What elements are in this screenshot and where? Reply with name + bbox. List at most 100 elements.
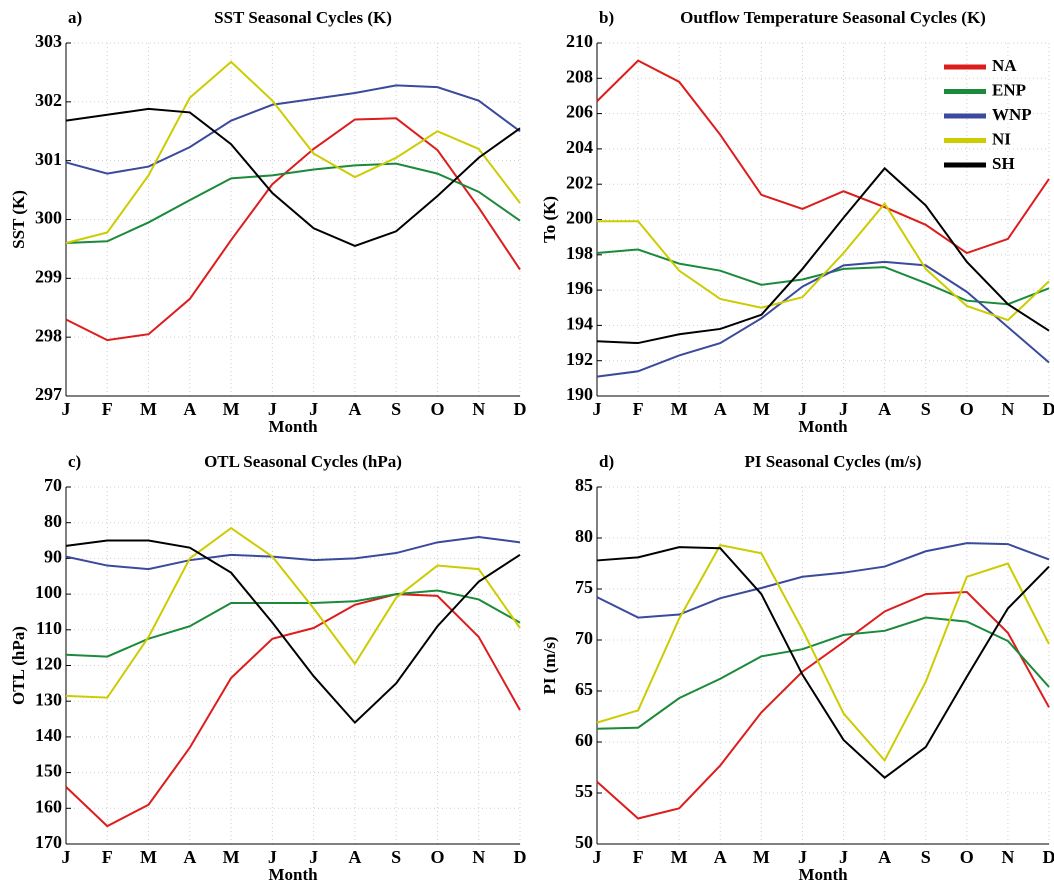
y-tick-label: 60 <box>575 730 593 750</box>
x-tick-label: O <box>960 399 974 419</box>
y-tick-label: 208 <box>566 66 593 86</box>
series-line <box>65 162 521 245</box>
x-tick-label: N <box>472 847 485 867</box>
x-tick-label: A <box>183 399 196 419</box>
series-line <box>596 544 1050 763</box>
x-tick-label: M <box>753 847 770 867</box>
y-tick-label: 301 <box>35 149 62 169</box>
x-tick-label: M <box>671 847 688 867</box>
x-tick-label: J <box>62 399 71 419</box>
x-tick-label: F <box>102 847 113 867</box>
series-line <box>65 589 521 658</box>
series-line <box>65 535 521 571</box>
series-line <box>596 591 1050 820</box>
series-line <box>596 59 1050 255</box>
x-tick-label: J <box>62 847 71 867</box>
y-tick-label: 85 <box>575 475 593 495</box>
x-tick-label: S <box>921 847 931 867</box>
series-line <box>65 539 521 725</box>
legend-label: NA <box>992 56 1017 75</box>
y-tick-label: 196 <box>566 278 593 298</box>
y-tick-label: 160 <box>35 796 62 816</box>
legend-label: NI <box>992 129 1011 148</box>
y-tick-label: 210 <box>566 31 593 51</box>
x-tick-label: J <box>593 399 602 419</box>
x-axis-label: Month <box>268 865 318 884</box>
x-tick-label: D <box>1043 847 1054 867</box>
legend-label: WNP <box>992 105 1032 124</box>
y-tick-label: 70 <box>575 628 593 648</box>
y-tick-label: 200 <box>566 208 593 228</box>
x-tick-label: N <box>1001 399 1014 419</box>
x-tick-label: M <box>140 399 157 419</box>
legend-label: SH <box>992 154 1015 173</box>
y-tick-label: 192 <box>566 349 593 369</box>
x-tick-label: O <box>430 399 444 419</box>
x-tick-label: S <box>391 847 401 867</box>
x-tick-label: D <box>1043 399 1054 419</box>
series-line <box>65 84 521 175</box>
x-tick-label: A <box>348 847 361 867</box>
x-tick-label: J <box>593 847 602 867</box>
x-tick-label: M <box>223 399 240 419</box>
chart-title: OTL Seasonal Cycles (hPa) <box>204 452 402 471</box>
x-tick-label: J <box>268 847 277 867</box>
y-tick-label: 90 <box>44 547 62 567</box>
y-tick-label: 190 <box>566 384 593 404</box>
y-tick-label: 204 <box>566 137 593 157</box>
y-tick-label: 303 <box>35 31 62 51</box>
x-tick-label: A <box>878 847 891 867</box>
y-tick-label: 75 <box>575 577 593 597</box>
y-tick-label: 298 <box>35 325 62 345</box>
x-tick-label: O <box>960 847 974 867</box>
x-tick-label: A <box>348 399 361 419</box>
y-tick-label: 302 <box>35 90 62 110</box>
series-line <box>65 526 521 699</box>
y-axis-label: PI (m/s) <box>540 636 559 694</box>
x-tick-label: A <box>878 399 891 419</box>
x-tick-label: A <box>183 847 196 867</box>
x-tick-label: F <box>633 847 644 867</box>
x-tick-label: M <box>671 399 688 419</box>
legend-label: ENP <box>992 80 1026 99</box>
y-tick-label: 110 <box>36 618 62 638</box>
y-tick-label: 206 <box>566 102 593 122</box>
y-axis-label: To (K) <box>540 196 559 243</box>
y-tick-label: 120 <box>35 654 62 674</box>
x-tick-label: M <box>140 847 157 867</box>
series-line <box>596 616 1050 730</box>
x-tick-label: O <box>430 847 444 867</box>
chart-title: SST Seasonal Cycles (K) <box>214 8 392 27</box>
series-line <box>596 546 1050 779</box>
x-tick-label: F <box>102 399 113 419</box>
y-axis-label: SST (K) <box>9 190 28 249</box>
y-tick-label: 299 <box>35 266 62 286</box>
y-tick-label: 300 <box>35 208 62 228</box>
series-line <box>65 107 521 248</box>
y-tick-label: 170 <box>35 832 62 852</box>
x-tick-label: N <box>472 399 485 419</box>
y-tick-label: 194 <box>566 314 593 334</box>
y-tick-label: 202 <box>566 172 593 192</box>
chart-title: PI Seasonal Cycles (m/s) <box>744 452 921 471</box>
x-axis-label: Month <box>798 417 848 436</box>
panel: 297 298 299 300 301 302 303 J F M A M J J A S O N Da) SST S… <box>9 8 527 436</box>
y-axis-label: OTL (hPa) <box>9 626 28 705</box>
y-tick-label: 80 <box>44 511 62 531</box>
y-tick-label: 55 <box>575 781 593 801</box>
series-line <box>596 166 1050 345</box>
x-tick-label: N <box>1001 847 1014 867</box>
x-tick-label: J <box>839 399 848 419</box>
series-line <box>65 593 521 828</box>
y-tick-label: 140 <box>35 725 62 745</box>
panel: 50 55 60 65 70 75 80 85 J F M A M J J A S O N Dd) PI Seasona… <box>540 452 1054 884</box>
legend: NA ENP WNP NI SH <box>944 56 1032 173</box>
y-tick-label: 100 <box>35 582 62 602</box>
y-tick-label: 80 <box>575 526 593 546</box>
y-tick-label: 198 <box>566 243 593 263</box>
series-line <box>65 117 521 342</box>
panel: 190 192 194 196 198 200 202 204 206 208 210 J F M A M J J… <box>540 8 1054 436</box>
series-line <box>65 60 521 244</box>
